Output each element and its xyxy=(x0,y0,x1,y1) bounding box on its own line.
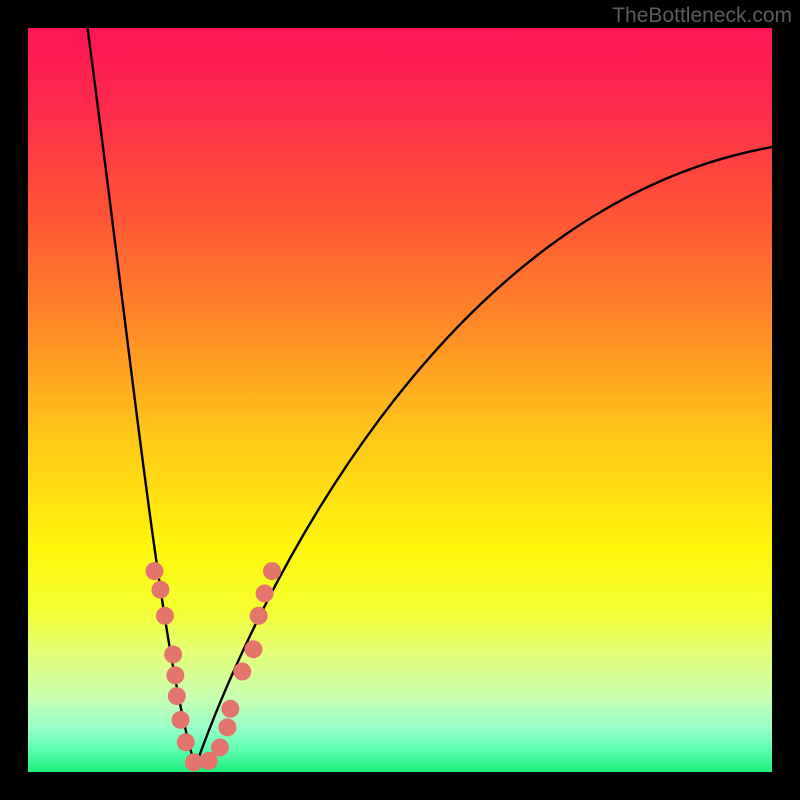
plot-area xyxy=(28,28,772,772)
data-dot xyxy=(168,687,186,705)
data-dot xyxy=(263,562,281,580)
chart-overlay xyxy=(28,28,772,772)
data-dot xyxy=(211,738,229,756)
attribution-text: TheBottleneck.com xyxy=(612,4,792,28)
data-dot xyxy=(164,645,182,663)
data-dot xyxy=(233,663,251,681)
data-dot xyxy=(221,700,239,718)
data-dots xyxy=(145,562,281,771)
data-dot xyxy=(156,607,174,625)
data-dot xyxy=(244,640,262,658)
data-dot xyxy=(256,584,274,602)
data-dot xyxy=(145,562,163,580)
data-dot xyxy=(151,581,169,599)
data-dot xyxy=(218,718,236,736)
data-dot xyxy=(177,733,195,751)
bottleneck-curve xyxy=(88,28,772,767)
data-dot xyxy=(166,666,184,684)
data-dot xyxy=(172,711,190,729)
data-dot xyxy=(250,607,268,625)
